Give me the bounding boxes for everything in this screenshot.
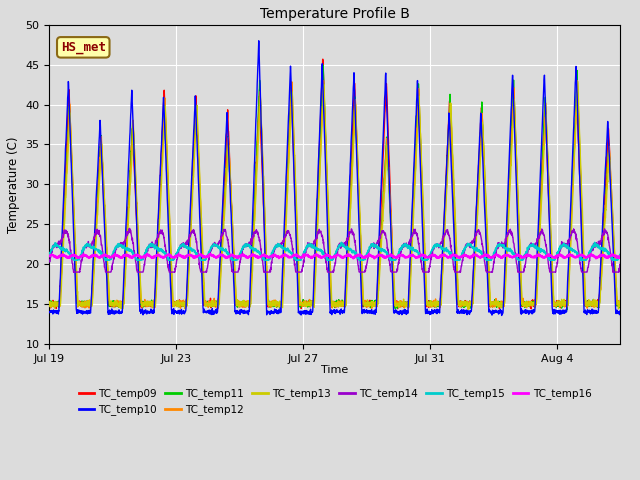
TC_temp16 bbox=[253, 254, 260, 260]
TC_temp15 bbox=[101, 257, 109, 263]
TC_temp16 bbox=[543, 252, 551, 258]
TC_temp11 bbox=[353, 156, 361, 162]
TC_temp16 bbox=[45, 253, 53, 259]
TC_temp15 bbox=[617, 252, 625, 258]
TC_temp14 bbox=[70, 269, 77, 275]
TC_temp12 bbox=[573, 78, 581, 84]
TC_temp13 bbox=[353, 140, 361, 146]
TC_temp14 bbox=[253, 229, 261, 235]
TC_temp12 bbox=[101, 204, 109, 210]
TC_temp14 bbox=[45, 257, 53, 263]
Line: TC_temp10: TC_temp10 bbox=[49, 41, 621, 315]
TC_temp10 bbox=[617, 310, 625, 315]
Line: TC_temp12: TC_temp12 bbox=[49, 81, 621, 309]
Line: TC_temp16: TC_temp16 bbox=[49, 254, 621, 259]
TC_temp12 bbox=[253, 164, 260, 170]
TC_temp09 bbox=[172, 299, 180, 305]
TC_temp13 bbox=[617, 300, 625, 305]
TC_temp09 bbox=[253, 161, 260, 167]
TC_temp13 bbox=[543, 135, 550, 141]
TC_temp11 bbox=[253, 150, 260, 156]
Legend: TC_temp09, TC_temp10, TC_temp11, TC_temp12, TC_temp13, TC_temp14, TC_temp15, TC_: TC_temp09, TC_temp10, TC_temp11, TC_temp… bbox=[74, 384, 595, 420]
TC_temp11 bbox=[563, 307, 571, 312]
TC_temp14 bbox=[125, 226, 133, 231]
TC_temp09 bbox=[353, 154, 361, 160]
TC_temp10 bbox=[543, 152, 551, 157]
TC_temp09 bbox=[135, 272, 143, 278]
TC_temp13 bbox=[45, 300, 53, 306]
X-axis label: Time: Time bbox=[321, 365, 349, 375]
TC_temp09 bbox=[45, 303, 53, 309]
Text: HS_met: HS_met bbox=[61, 41, 106, 54]
TC_temp09 bbox=[101, 215, 109, 221]
TC_temp09 bbox=[495, 306, 503, 312]
TC_temp10 bbox=[255, 38, 262, 44]
TC_temp16 bbox=[353, 252, 361, 258]
TC_temp10 bbox=[353, 170, 361, 176]
Title: Temperature Profile B: Temperature Profile B bbox=[260, 7, 410, 21]
TC_temp15 bbox=[45, 252, 53, 258]
TC_temp14 bbox=[172, 261, 180, 266]
TC_temp13 bbox=[135, 250, 143, 256]
TC_temp12 bbox=[135, 252, 143, 258]
TC_temp12 bbox=[465, 306, 473, 312]
TC_temp12 bbox=[543, 132, 550, 138]
TC_temp16 bbox=[101, 252, 109, 258]
TC_temp16 bbox=[371, 256, 378, 262]
TC_temp13 bbox=[253, 176, 260, 182]
Line: TC_temp13: TC_temp13 bbox=[49, 81, 621, 310]
TC_temp11 bbox=[617, 301, 625, 307]
TC_temp12 bbox=[617, 302, 625, 308]
TC_temp16 bbox=[249, 251, 257, 257]
Line: TC_temp15: TC_temp15 bbox=[49, 242, 621, 260]
TC_temp14 bbox=[136, 269, 143, 275]
Line: TC_temp11: TC_temp11 bbox=[49, 65, 621, 310]
TC_temp11 bbox=[45, 301, 53, 307]
TC_temp15 bbox=[136, 257, 143, 263]
TC_temp12 bbox=[172, 302, 180, 308]
TC_temp09 bbox=[617, 297, 625, 303]
TC_temp11 bbox=[135, 262, 143, 267]
Y-axis label: Temperature (C): Temperature (C) bbox=[7, 136, 20, 233]
Line: TC_temp09: TC_temp09 bbox=[49, 59, 621, 309]
TC_temp09 bbox=[319, 56, 327, 62]
TC_temp15 bbox=[543, 253, 550, 259]
TC_temp13 bbox=[101, 204, 109, 209]
TC_temp14 bbox=[543, 252, 551, 258]
TC_temp11 bbox=[319, 62, 327, 68]
TC_temp16 bbox=[617, 253, 625, 259]
TC_temp16 bbox=[135, 253, 143, 259]
TC_temp09 bbox=[543, 152, 551, 157]
TC_temp12 bbox=[353, 141, 361, 147]
TC_temp15 bbox=[70, 257, 77, 263]
TC_temp12 bbox=[45, 300, 53, 306]
TC_temp11 bbox=[172, 301, 180, 307]
TC_temp14 bbox=[101, 265, 109, 271]
TC_temp15 bbox=[172, 251, 180, 256]
TC_temp15 bbox=[591, 240, 598, 245]
TC_temp10 bbox=[135, 291, 143, 297]
TC_temp15 bbox=[253, 249, 260, 254]
TC_temp14 bbox=[617, 260, 625, 265]
TC_temp11 bbox=[101, 211, 109, 217]
TC_temp10 bbox=[253, 101, 260, 107]
TC_temp10 bbox=[101, 227, 109, 232]
TC_temp10 bbox=[45, 310, 53, 315]
TC_temp10 bbox=[498, 312, 506, 318]
TC_temp16 bbox=[172, 253, 180, 259]
TC_temp15 bbox=[353, 255, 361, 261]
TC_temp13 bbox=[573, 78, 581, 84]
TC_temp10 bbox=[172, 308, 180, 314]
TC_temp13 bbox=[464, 307, 472, 312]
Line: TC_temp14: TC_temp14 bbox=[49, 228, 621, 272]
TC_temp14 bbox=[354, 257, 362, 263]
TC_temp13 bbox=[172, 299, 180, 304]
TC_temp11 bbox=[543, 137, 550, 143]
